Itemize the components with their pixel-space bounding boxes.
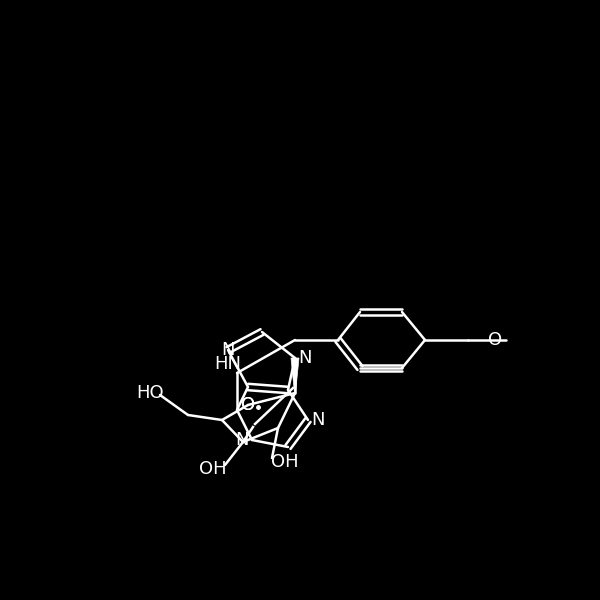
Text: OH: OH bbox=[271, 453, 299, 471]
Text: N: N bbox=[235, 431, 249, 449]
Text: HO: HO bbox=[136, 384, 164, 402]
Text: N: N bbox=[311, 411, 325, 429]
Text: OH: OH bbox=[199, 460, 227, 478]
Text: O: O bbox=[241, 396, 255, 414]
Text: N: N bbox=[298, 349, 312, 367]
Text: N: N bbox=[221, 341, 235, 359]
Text: HN: HN bbox=[215, 355, 241, 373]
Text: O: O bbox=[488, 331, 502, 349]
Polygon shape bbox=[291, 358, 299, 393]
Text: O: O bbox=[241, 396, 255, 414]
